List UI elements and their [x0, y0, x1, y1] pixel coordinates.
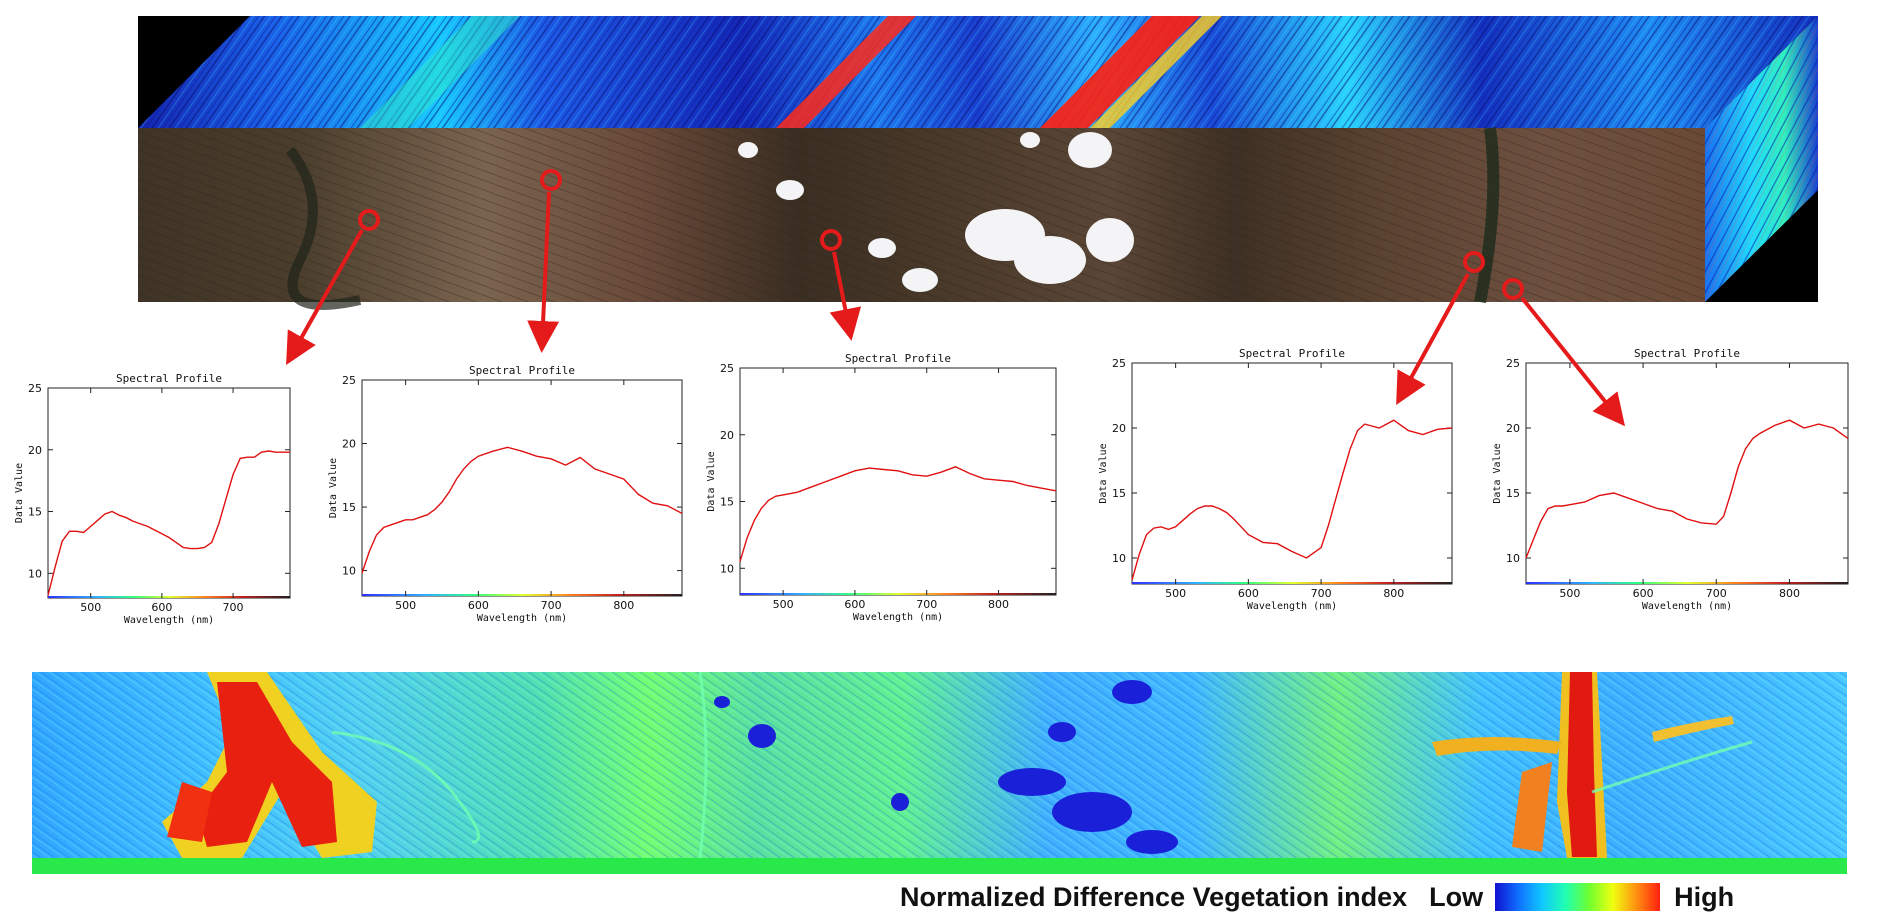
spectral-chart-3: Spectral Profile 500 600 700 800 10 15 20 25 Wave…	[696, 348, 1071, 626]
x-tick-label: 800	[988, 598, 1009, 611]
plot-frame	[361, 379, 683, 597]
legend-low-label: Low	[1429, 881, 1484, 912]
y-axis-label: Data Value	[1098, 443, 1109, 503]
ndvi-legend: Normalized Difference Vegetation index L…	[900, 880, 1734, 914]
chart-title: Spectral Profile	[1634, 347, 1740, 360]
y-tick-label: 15	[1112, 487, 1126, 500]
y-axis-label: Data Value	[1492, 443, 1503, 503]
y-tick-label: 20	[720, 429, 734, 442]
y-tick-label: 15	[1506, 487, 1520, 500]
y-tick-label: 10	[342, 565, 356, 578]
spectral-profile-line	[47, 450, 290, 596]
x-tick-label: 500	[80, 601, 101, 614]
ndvi-map	[32, 671, 1847, 874]
river-valley-east	[1474, 127, 1500, 304]
y-tick-label: 20	[1112, 422, 1126, 435]
y-tick-label: 10	[720, 562, 734, 575]
x-tick-label: 700	[916, 598, 937, 611]
ndvi-bottom-band	[32, 858, 1847, 874]
chart-svg: Spectral Profile 500 600 700 800 10 15 20 25 Wave…	[1098, 347, 1453, 612]
x-tick-label: 800	[1383, 587, 1404, 600]
cube-top-streaks	[138, 16, 1818, 128]
spectral-profile-line	[1525, 419, 1849, 559]
x-axis-label: Wavelength (nm)	[124, 615, 214, 626]
y-axis-label: Data Value	[328, 458, 339, 518]
spectral-chart-2: Spectral Profile 500 600 700 800 10 15 20 25 Wave…	[322, 360, 692, 625]
ndvi-streams	[331, 671, 1753, 859]
chart-svg: Spectral Profile 500 600 700 10 15 20 25 Wavelen…	[14, 372, 291, 626]
ndvi-high-vegetation	[162, 672, 1734, 858]
y-tick-label: 25	[720, 362, 734, 375]
spectral-profile-line	[361, 446, 683, 574]
x-tick-label: 700	[1311, 587, 1332, 600]
legend-color-bar	[1495, 883, 1661, 911]
y-tick-label: 15	[720, 496, 734, 509]
x-tick-label: 500	[773, 598, 794, 611]
wavelength-color-strip	[740, 593, 1056, 595]
y-tick-label: 15	[28, 506, 42, 519]
y-tick-label: 25	[1112, 357, 1126, 370]
ndvi-low-vegetation	[714, 680, 1178, 854]
x-tick-label: 600	[844, 598, 865, 611]
x-tick-label: 500	[395, 599, 416, 612]
x-axis-label: Wavelength (nm)	[477, 613, 567, 624]
chart-title: Spectral Profile	[1239, 347, 1345, 360]
y-tick-label: 10	[28, 567, 42, 580]
y-tick-label: 20	[1506, 422, 1520, 435]
spectral-chart-1: Spectral Profile 500 600 700 10 15 20 25 Wavelen…	[8, 364, 293, 626]
plot-frame	[47, 387, 291, 599]
y-tick-label: 25	[28, 382, 42, 395]
x-tick-label: 700	[223, 601, 244, 614]
y-axis-label: Data Value	[14, 463, 25, 523]
y-tick-label: 10	[1112, 552, 1126, 565]
spectral-chart-4: Spectral Profile 500 600 700 800 10 15 20 25 Wave…	[1092, 343, 1472, 613]
plot-frame	[739, 367, 1057, 596]
x-tick-label: 600	[1633, 587, 1654, 600]
x-axis-label: Wavelength (nm)	[1247, 601, 1337, 612]
chart-svg: Spectral Profile 500 600 700 800 10 15 20 25 Wave…	[1492, 347, 1849, 612]
y-tick-label: 25	[342, 374, 356, 387]
y-tick-label: 10	[1506, 552, 1520, 565]
y-axis-label: Data Value	[706, 451, 717, 511]
x-tick-label: 700	[1706, 587, 1727, 600]
x-tick-label: 500	[1559, 587, 1580, 600]
chart-title: Spectral Profile	[116, 372, 222, 385]
x-axis-label: Wavelength (nm)	[1642, 601, 1732, 612]
legend-high-label: High	[1674, 881, 1735, 912]
cube-top-hot-band-1	[776, 16, 916, 128]
chart-svg: Spectral Profile 500 600 700 800 10 15 20 25 Wave…	[706, 352, 1057, 623]
y-tick-label: 20	[342, 438, 356, 451]
wavelength-color-strip	[362, 594, 682, 596]
x-tick-label: 600	[151, 601, 172, 614]
wavelength-color-strip	[1526, 582, 1848, 584]
cube-top-cyan-band	[360, 16, 520, 128]
plot-frame	[1525, 362, 1849, 585]
spectral-chart-5: Spectral Profile 500 600 700 800 10 15 20 25 Wave…	[1486, 343, 1861, 613]
chart-svg: Spectral Profile 500 600 700 800 10 15 20 25 Wave…	[328, 364, 683, 624]
spectral-profile-line	[739, 466, 1057, 562]
wavelength-color-strip	[48, 596, 290, 598]
x-tick-label: 600	[1238, 587, 1259, 600]
x-tick-label: 800	[613, 599, 634, 612]
y-tick-label: 15	[342, 501, 356, 514]
spectral-profile-line	[1131, 419, 1453, 581]
y-tick-label: 20	[28, 444, 42, 457]
x-axis-label: Wavelength (nm)	[853, 612, 943, 623]
clouds	[738, 132, 1134, 292]
cube-top-yellow-band	[1090, 16, 1222, 128]
x-tick-label: 700	[541, 599, 562, 612]
hyperspectral-cube	[0, 0, 1877, 310]
x-tick-label: 500	[1165, 587, 1186, 600]
legend-title: Normalized Difference Vegetation index	[900, 881, 1408, 912]
chart-title: Spectral Profile	[845, 352, 951, 365]
cube-top-hot-band-2	[1040, 16, 1200, 128]
cube-side-streaks	[1705, 16, 1818, 302]
y-tick-label: 25	[1506, 357, 1520, 370]
chart-title: Spectral Profile	[469, 364, 575, 377]
wavelength-color-strip	[1132, 582, 1452, 584]
x-tick-label: 600	[468, 599, 489, 612]
x-tick-label: 800	[1779, 587, 1800, 600]
